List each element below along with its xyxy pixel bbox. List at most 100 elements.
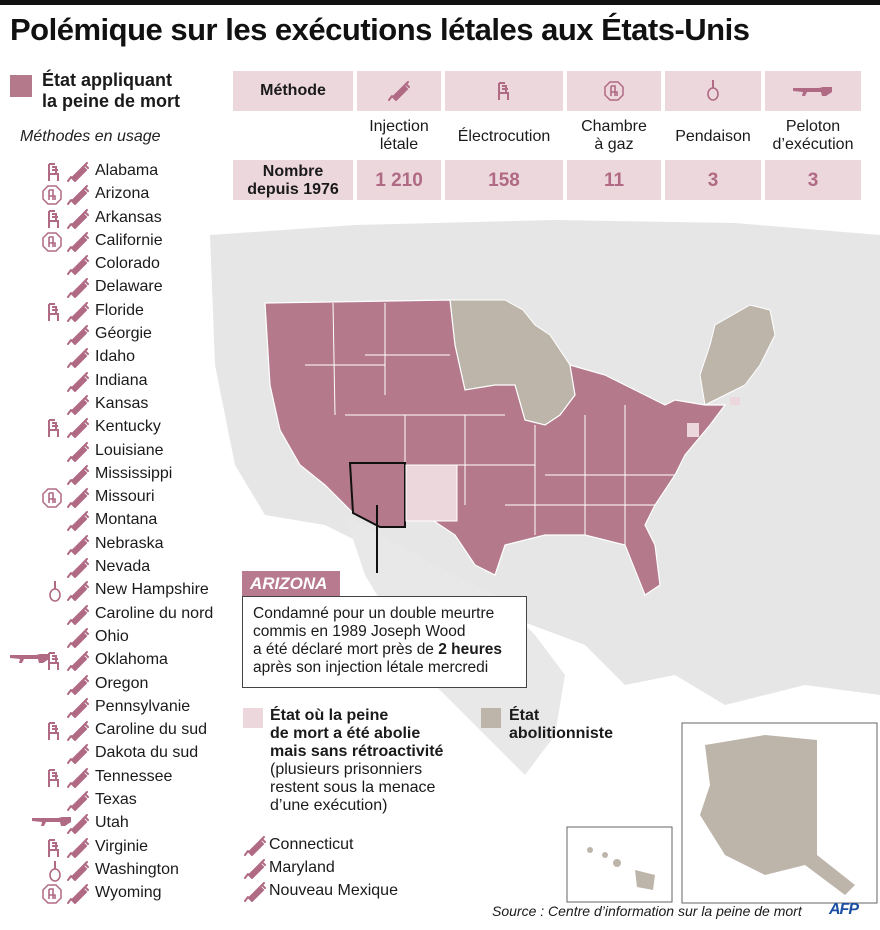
methods-heading: Méthodes en usage xyxy=(20,128,161,145)
state-name: Arkansas xyxy=(95,208,162,226)
state-name: Nevada xyxy=(95,558,151,576)
syringe-icon xyxy=(67,674,89,695)
rifle-icon xyxy=(793,87,832,96)
state-name: Oklahoma xyxy=(95,651,168,669)
state-name: Floride xyxy=(95,301,144,319)
state-name: Dakota du sud xyxy=(95,744,199,762)
method-count: 1 210 xyxy=(375,170,423,191)
state-name: Californie xyxy=(95,231,163,249)
method-name: Électrocution xyxy=(445,128,563,146)
state-name: Nebraska xyxy=(95,534,164,552)
electric-chair-icon xyxy=(48,722,59,741)
state-row: Floride xyxy=(10,300,240,323)
state-name: Oregon xyxy=(95,674,149,692)
state-list: Alabama Arizona Arkansas Californie Colorado… xyxy=(10,160,240,906)
state-name: Mississippi xyxy=(95,464,173,482)
legend-line: État où la peine xyxy=(270,707,389,724)
state-row: Washington xyxy=(10,859,240,882)
syringe-icon xyxy=(67,697,89,718)
syringe-icon xyxy=(67,185,89,206)
state-row: Oklahoma xyxy=(10,649,240,672)
method-count-cell xyxy=(567,160,661,200)
table-count-cell xyxy=(233,160,353,200)
method-icon-cell xyxy=(445,71,563,111)
electric-chair-icon xyxy=(48,652,59,671)
syringe-icon xyxy=(67,511,89,532)
syringe-icon xyxy=(67,394,89,415)
gas-chamber-icon xyxy=(42,884,62,904)
method-name-line: Pendaison xyxy=(675,128,751,145)
state-row: Texas xyxy=(10,789,240,812)
method-count-cell xyxy=(445,160,563,200)
state-row: Oregon xyxy=(10,673,240,696)
state-name: Caroline du sud xyxy=(95,721,208,739)
method-count-cell xyxy=(765,160,861,200)
electric-chair-icon xyxy=(48,209,59,228)
callout-line: après son injection létale mercredi xyxy=(253,659,489,676)
state-name: Colorado xyxy=(95,255,160,273)
state-name: Pennsylvanie xyxy=(95,697,191,715)
state-row: Tennessee xyxy=(10,766,240,789)
state-name: Alabama xyxy=(95,162,159,179)
syringe-icon xyxy=(67,255,89,276)
method-icon-cell xyxy=(665,71,761,111)
noose-icon xyxy=(707,80,719,101)
arizona-outline xyxy=(348,462,406,528)
noose-icon xyxy=(49,860,61,882)
death-penalty-swatch xyxy=(10,75,32,97)
hawaii-islands xyxy=(587,847,655,890)
legend-line: de mort a été abolie xyxy=(270,725,421,742)
method-name-line: Électrocution xyxy=(457,128,551,145)
state-name: Texas xyxy=(95,791,137,809)
method-name: Injection létale xyxy=(357,118,441,154)
syringe-icon xyxy=(67,604,89,625)
syringe-icon xyxy=(67,418,89,439)
state-row: Idaho xyxy=(10,346,240,369)
state-row: Pennsylvanie xyxy=(10,696,240,719)
afp-logo: AFP xyxy=(829,901,859,918)
callout-line: commis en 1989 Joseph Wood xyxy=(253,623,466,640)
abolished-state-name: Connecticut xyxy=(269,836,354,853)
abolitionist-legend: État abolitionniste xyxy=(509,707,613,743)
method-icon-cell xyxy=(765,71,861,111)
syringe-icon xyxy=(67,651,89,672)
electric-chair-icon xyxy=(48,419,59,438)
state-row: Louisiane xyxy=(10,440,240,463)
state-row: Caroline du nord xyxy=(10,603,240,626)
legend-line: État xyxy=(509,707,540,724)
state-row: Géorgie xyxy=(10,323,240,346)
state-row: Virginie xyxy=(10,836,240,859)
state-name: New Hampshire xyxy=(95,581,209,599)
syringe-icon xyxy=(67,208,89,229)
electric-chair-icon xyxy=(498,82,509,100)
syringe-icon xyxy=(67,860,89,881)
connecticut-abolished xyxy=(730,397,740,405)
syringe-icon xyxy=(67,837,89,858)
electric-chair-icon xyxy=(48,302,59,321)
state-row: Nebraska xyxy=(10,533,240,556)
state-row: Mississippi xyxy=(10,463,240,486)
state-row: Utah xyxy=(10,812,240,835)
syringe-icon xyxy=(67,767,89,788)
method-icon-cell xyxy=(357,71,441,111)
method-name: Pendaison xyxy=(665,128,761,146)
state-row: Wyoming xyxy=(10,882,240,905)
state-row: Ohio xyxy=(10,626,240,649)
state-name: Idaho xyxy=(95,348,136,366)
maryland-abolished xyxy=(687,423,699,437)
method-name: Peloton d’exécution xyxy=(765,118,861,154)
electric-chair-icon xyxy=(48,838,59,857)
state-row: Arkansas xyxy=(10,207,240,230)
syringe-icon xyxy=(67,441,89,462)
page-title: Polémique sur les exécutions létales aux… xyxy=(10,12,750,47)
method-name-line: d’exécution xyxy=(772,136,854,153)
syringe-icon xyxy=(244,836,266,856)
state-name: Wyoming xyxy=(95,884,162,902)
syringe-icon xyxy=(67,464,89,485)
state-row: Colorado xyxy=(10,253,240,276)
state-name: Utah xyxy=(95,814,129,832)
method-name-line: à gaz xyxy=(594,136,634,153)
syringe-icon xyxy=(67,278,89,299)
table-header-cell xyxy=(233,71,353,111)
syringe-icon xyxy=(67,162,89,182)
